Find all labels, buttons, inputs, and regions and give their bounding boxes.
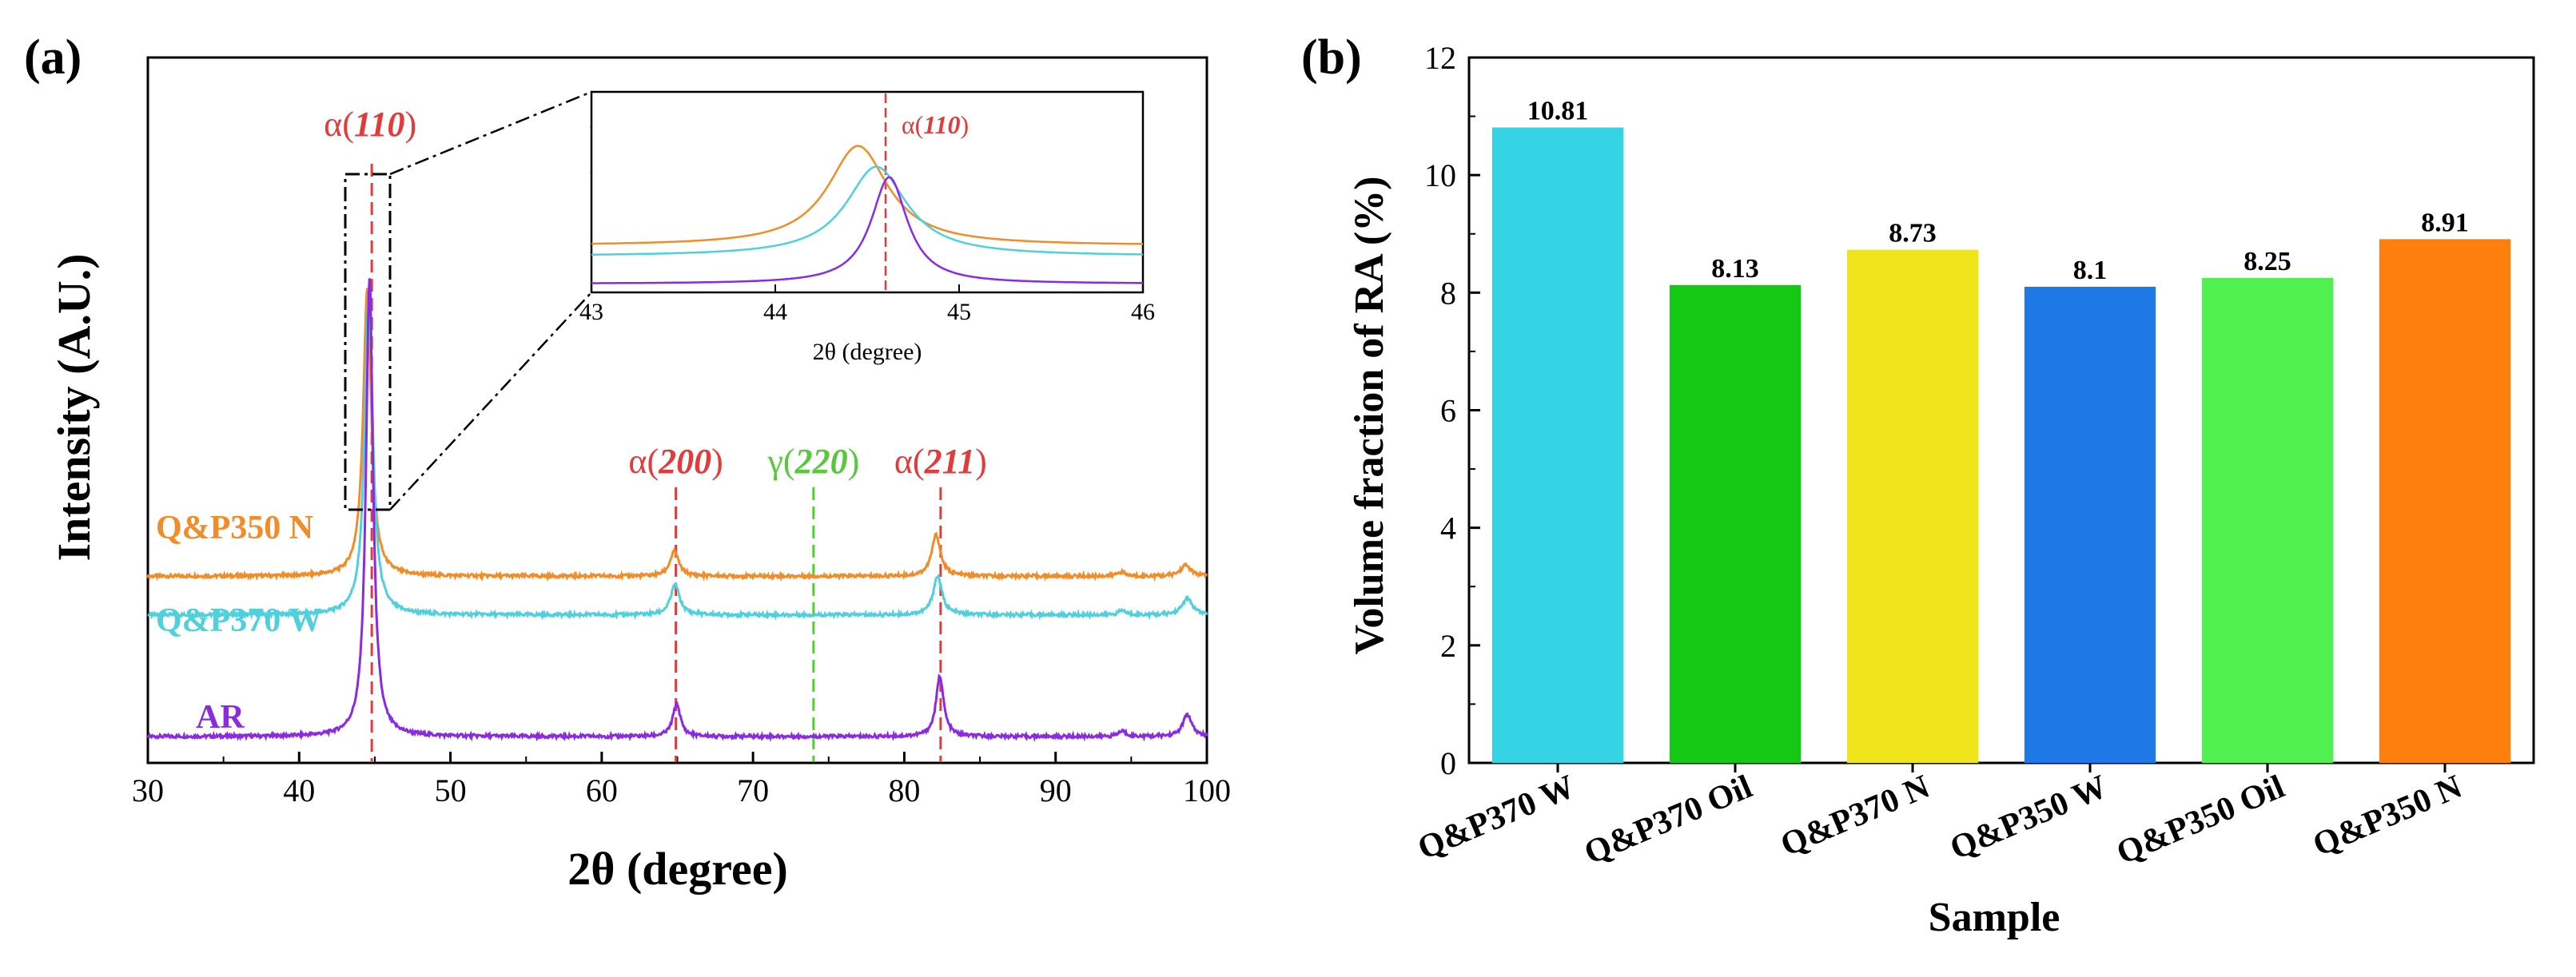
inset-series-line: [591, 176, 1143, 284]
inset-x-tick-label: 45: [947, 299, 971, 325]
inset-series-line: [591, 165, 1143, 256]
panel-a-x-tick-label: 30: [132, 772, 164, 808]
panel-a-x-tick-label: 80: [888, 772, 920, 808]
series-label: AR: [196, 699, 245, 736]
category-label: Q&P350 W: [1945, 768, 2112, 868]
panel-a-x-tick-label: 90: [1040, 772, 1072, 808]
bar-value-label: 10.81: [1527, 97, 1589, 126]
bar-q-p350-oil: [2201, 277, 2334, 763]
zoom-connector-line: [389, 90, 592, 176]
bar-value-label: 8.91: [2421, 208, 2469, 237]
panel-b-y-tick-label: 10: [1424, 157, 1456, 193]
panel-b-label: (b): [1301, 30, 1362, 85]
panel-b-y-tick-label: 0: [1440, 745, 1456, 781]
panel-a-label: (a): [24, 30, 82, 85]
panel-b-y-tick-label: 6: [1440, 393, 1456, 429]
panel-b-y-tick-label: 2: [1440, 628, 1456, 664]
panel-a-y-axis-title: Intensity (A.U.): [48, 253, 100, 561]
panel-b-frame: [1467, 56, 2535, 765]
reference-label-110: α(110): [324, 105, 416, 144]
panel-b-y-tick-label: 4: [1440, 510, 1456, 546]
inset-series-line: [591, 145, 1143, 245]
panel-b-x-axis-title: Sample: [1929, 895, 2060, 940]
panel-b-y-axis-title: Volume fraction of RA (%): [1347, 177, 1392, 655]
bar-q-p370-w: [1491, 127, 1624, 764]
reference-label-211: α(211): [894, 442, 987, 481]
panel-a-line-chart: (a) 30 40 50 60 70 80 90 100 α(110) α(200) γ(220)…: [24, 30, 1231, 895]
bar-q-p370-oil: [1669, 284, 1802, 764]
inset-x-tick-label: 44: [763, 299, 787, 325]
category-label: Q&P350 Oil: [2112, 768, 2290, 872]
series-label: Q&P370 W: [156, 602, 322, 639]
category-label: Q&P370 W: [1412, 768, 1579, 868]
bar-q-p370-n: [1846, 249, 1979, 763]
category-label: Q&P370 Oil: [1579, 768, 1758, 872]
panel-a-x-tick-label: 50: [435, 772, 467, 808]
bar-value-label: 8.25: [2244, 247, 2291, 276]
series-line-q-p350-n: [146, 288, 1208, 582]
bar-q-p350-w: [2024, 286, 2156, 764]
inset-reference-label: α(110): [902, 110, 969, 139]
inset-x-axis-title: 2θ (degree): [813, 339, 922, 365]
reference-label-220: γ(220): [766, 442, 859, 481]
zoom-region-box: [344, 173, 392, 511]
bar-value-label: 8.13: [1711, 254, 1759, 284]
category-label: Q&P350 N: [2307, 768, 2467, 864]
inset-frame: [590, 90, 1145, 294]
series-line-ar: [146, 278, 1208, 743]
reference-label-200: α(200): [628, 442, 723, 481]
inset-x-tick-label: 43: [579, 299, 603, 325]
panel-b-y-tick-label: 8: [1440, 275, 1456, 311]
bar-q-p350-n: [2379, 239, 2511, 763]
inset-x-tick-label: 46: [1131, 299, 1155, 325]
inset-zoom-plot: 2θ (degree) Intensity (A.U.) 43444546α(1…: [579, 90, 1155, 365]
category-label: Q&P370 N: [1775, 768, 1934, 864]
series-label: Q&P350 N: [156, 510, 313, 546]
bar-value-label: 8.1: [2073, 256, 2108, 285]
panel-a-x-tick-label: 100: [1183, 772, 1231, 808]
zoom-connector-line: [389, 292, 592, 510]
panel-a-x-tick-label: 70: [737, 772, 769, 808]
panel-a-x-axis-title: 2θ (degree): [567, 843, 788, 895]
panel-a-x-tick-label: 40: [283, 772, 315, 808]
panel-a-x-tick-label: 60: [586, 772, 618, 808]
bar-value-label: 8.73: [1889, 219, 1937, 248]
series-line-q-p370-w: [147, 292, 1208, 621]
panel-b-y-tick-label: 12: [1424, 40, 1456, 76]
